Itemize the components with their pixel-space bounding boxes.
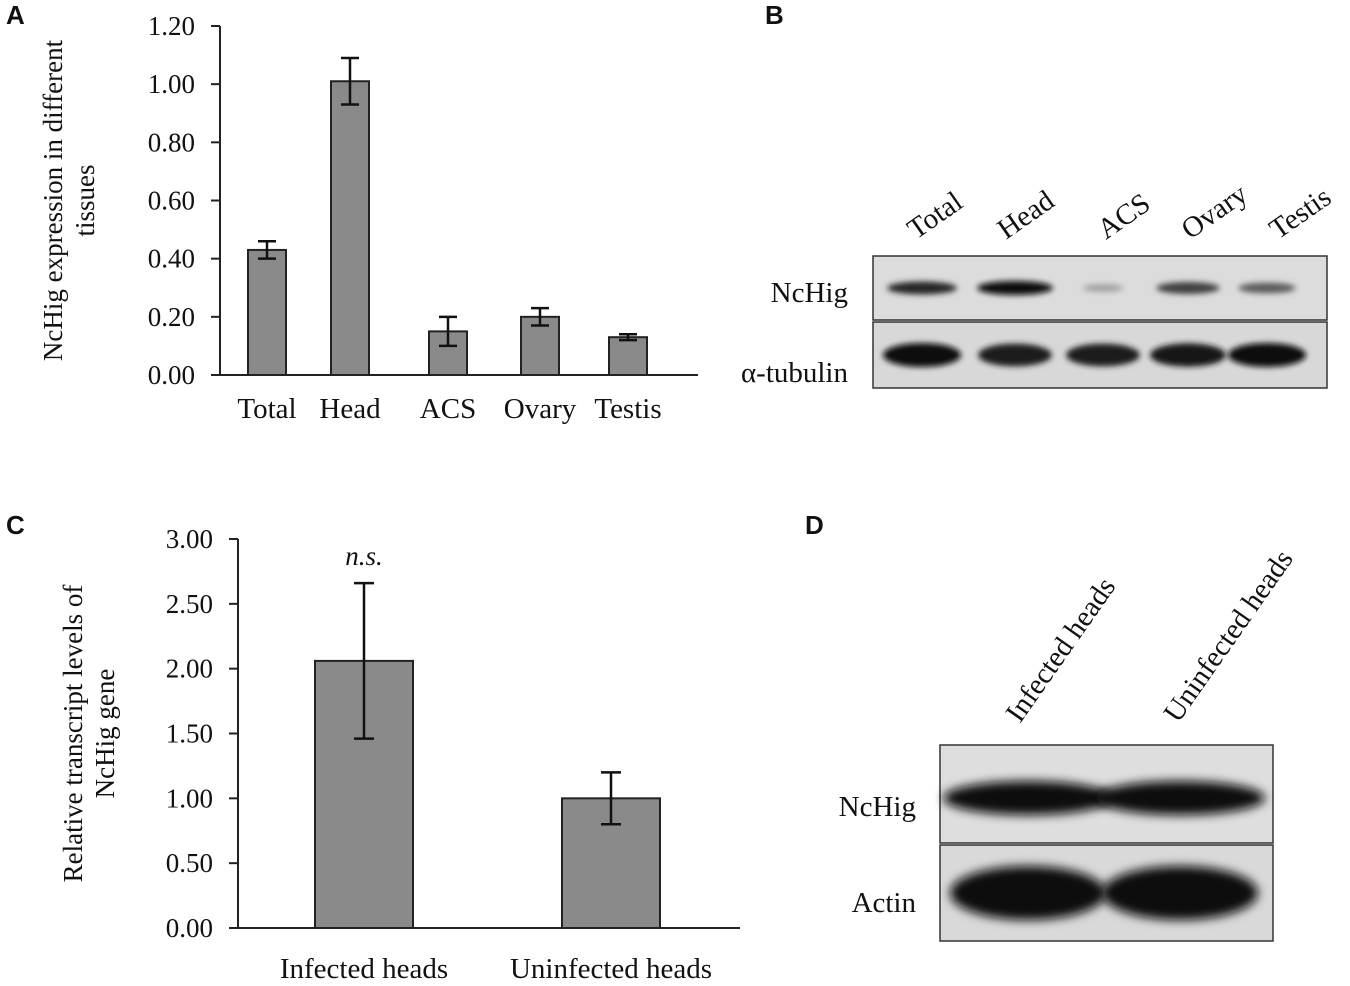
chart-a: 0.00 0.20 0.40 0.60 0.80 1.00 1.20 NcHig expres… [38,11,698,425]
blot-b-row-label-nchig: NcHig [771,277,848,309]
blotB-band-nchig-3 [1082,283,1124,293]
panel-letter-b: B [765,0,784,30]
chart-a-bar-total [247,248,287,376]
blotB-band--tubulin-2 [978,343,1052,367]
chart-a-y-axis-label-line: NcHig expression in different [38,39,68,361]
chart-c-y-axis-label-line: NcHig gene [90,669,120,799]
blotD-band-nchig-1 [943,781,1113,815]
chart-a-y-axis-label: NcHig expression in differenttissues [38,39,100,361]
blot-b-row-label-tubulin: α-tubulin [741,357,849,389]
chart-c-y-axis-label-line: Relative transcript levels of [58,585,88,883]
chart-c: 0.00 0.50 1.00 1.50 2.00 2.50 3.00 Relative tra… [58,524,740,985]
chart-c-y-tick-label: 1.00 [166,783,213,813]
panel-letter-a: A [6,0,25,30]
blotB-band--tubulin-5 [1228,343,1306,367]
blotB-band--tubulin-4 [1150,343,1226,367]
blotD-band-actin-2 [1102,866,1258,920]
chart-a-category-label: Testis [594,393,661,425]
blotB-band--tubulin-1 [883,343,961,367]
blotD-band-actin-1 [950,866,1106,920]
chart-c-y-tick-label: 0.00 [166,913,213,943]
chart-c-y-tick-label: 1.50 [166,719,213,749]
blotD-band-nchig-2 [1095,781,1265,815]
chart-c-y-tick-label: 2.00 [166,654,213,684]
chart-a-y-tick-label: 1.20 [148,11,195,41]
blotD-lane-label-uninfected-heads: Uninfected heads [1158,544,1300,728]
chart-a-y-tick-label: 0.40 [148,244,195,274]
blotB-lane-label-testis: Testis [1264,181,1337,246]
blotB-lane-label-acs: ACS [1092,187,1157,246]
chart-a-category-label: ACS [420,393,476,425]
blotB-lane-label-ovary: Ovary [1176,178,1254,246]
chart-a-category-label: Total [237,393,296,425]
blotB-band--tubulin-3 [1066,343,1140,367]
chart-a-y-tick-label: 0.20 [148,302,195,332]
blotB-band-nchig-1 [887,281,957,295]
chart-a-bar-testis [608,336,648,377]
blotB-band-nchig-5 [1238,282,1296,294]
blotB-band-nchig-2 [977,281,1053,295]
chart-a-y-axis-label-line: tissues [70,164,100,236]
chart-a-category-label: Ovary [504,393,577,425]
panel-letter-d: D [805,510,824,540]
chart-c-y-tick-label: 3.00 [166,524,213,554]
blot-d-row-label-actin: Actin [852,887,917,919]
blot-d-row-label-nchig: NcHig [839,791,916,823]
chart-c-category-label: Uninfected heads [510,953,712,985]
chart-a-y-tick-label: 0.80 [148,127,195,157]
chart-a-category-label: Head [319,393,381,425]
blotD-lane-label-infected-heads: Infected heads [1000,572,1123,728]
western-blot-b: Total Head ACS Ovary Testis NcHig α-tubulin [741,178,1337,389]
panel-letter-c: C [6,510,25,540]
chart-a-y-tick-label: 0.00 [148,360,195,390]
blotB-lane-label-head: Head [992,184,1061,246]
chart-c-significance-note: n.s. [345,541,383,571]
blotB-lane-label-total: Total [902,186,969,246]
chart-a-y-tick-label: 0.60 [148,186,195,216]
chart-a-y-tick-label: 1.00 [148,69,195,99]
chart-c-y-axis-label: Relative transcript levels ofNcHig gene [58,585,120,883]
blotB-band-nchig-4 [1156,282,1220,294]
chart-c-y-tick-label: 2.50 [166,589,213,619]
western-blot-d: Infected heads Uninfected heads NcHig Act… [839,544,1300,942]
chart-a-bar-head [330,80,370,376]
chart-c-category-label: Infected heads [280,953,448,985]
chart-c-y-tick-label: 0.50 [166,848,213,878]
